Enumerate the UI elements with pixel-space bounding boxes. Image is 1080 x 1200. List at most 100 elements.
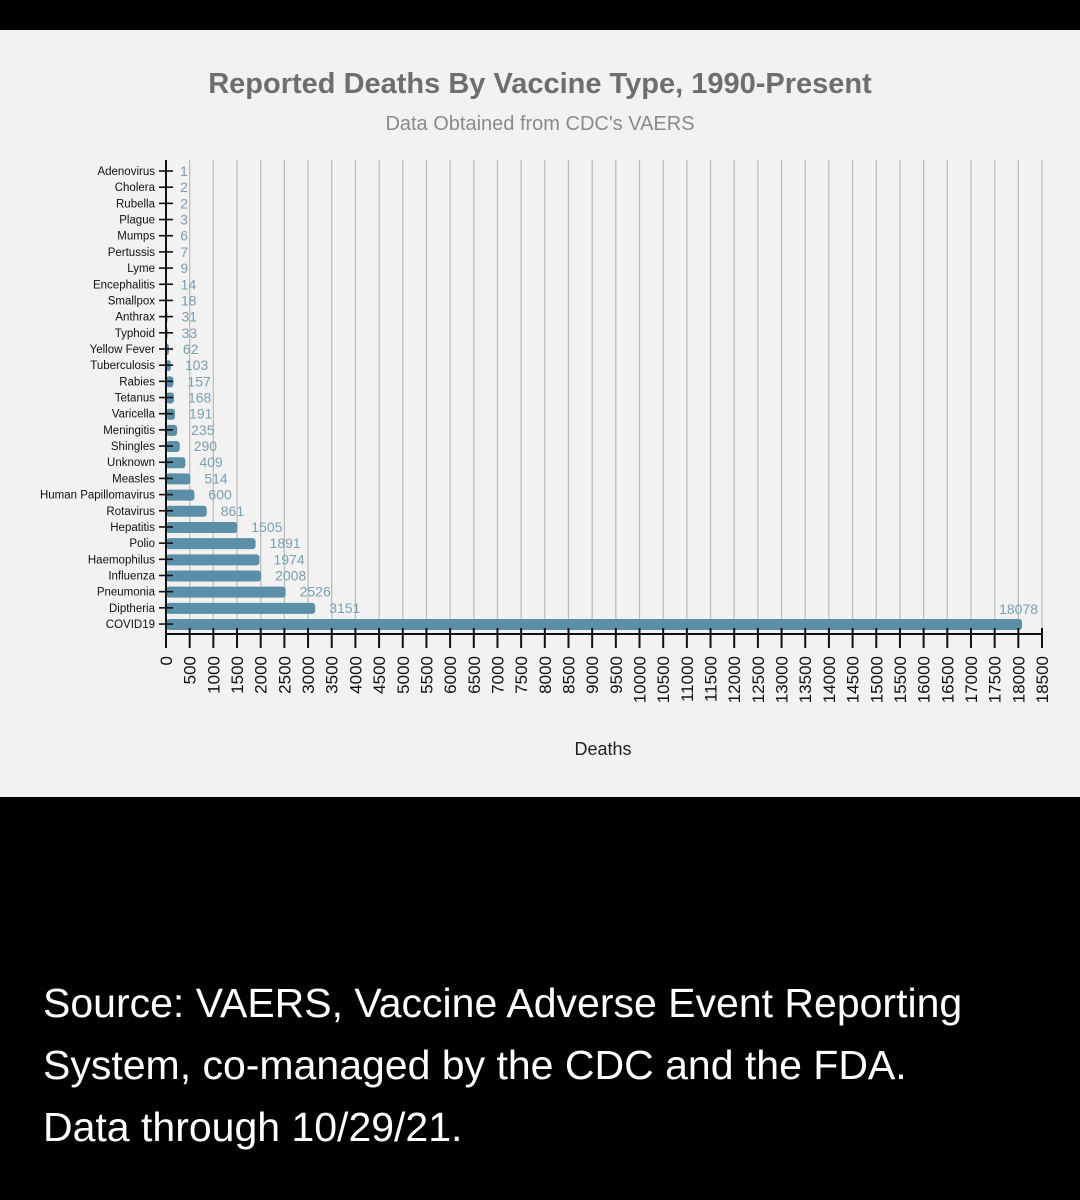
x-tick-label: 4500 xyxy=(370,656,389,694)
value-label: 33 xyxy=(182,325,198,341)
value-label: 18078 xyxy=(999,601,1038,617)
x-tick-label: 11500 xyxy=(702,656,721,702)
value-label: 191 xyxy=(189,406,213,422)
category-label: Pertussis xyxy=(108,247,156,259)
x-tick-label: 16500 xyxy=(938,656,957,703)
category-label: Encephalitis xyxy=(93,279,155,291)
x-tick-label: 9500 xyxy=(607,656,626,694)
value-label: 2526 xyxy=(300,584,331,600)
value-label: 1891 xyxy=(270,535,301,551)
category-label: Diptheria xyxy=(109,603,156,615)
x-tick-label: 12000 xyxy=(725,656,744,703)
bar xyxy=(166,489,195,501)
x-tick-label: 17000 xyxy=(962,656,981,703)
x-tick-label: 6000 xyxy=(441,656,460,694)
category-label: Polio xyxy=(129,538,155,550)
category-label: Unknown xyxy=(107,457,155,469)
caption-line: Data through 10/29/21. xyxy=(43,1104,463,1150)
x-tick-label: 4000 xyxy=(346,656,365,694)
category-label: Mumps xyxy=(117,231,155,243)
category-label: Rubella xyxy=(116,198,156,210)
value-label: 18 xyxy=(181,292,197,308)
value-label: 14 xyxy=(181,276,197,292)
source-caption: Source: VAERS, Vaccine Adverse Event Rep… xyxy=(43,972,1080,1158)
value-label: 1505 xyxy=(251,519,282,535)
x-tick-label: 500 xyxy=(181,656,200,684)
category-label: Pneumonia xyxy=(97,587,156,599)
x-tick-label: 12500 xyxy=(749,656,768,703)
x-tick-label: 14500 xyxy=(844,656,863,703)
x-tick-label: 18500 xyxy=(1033,656,1052,703)
category-label: Anthrax xyxy=(115,312,155,324)
bar xyxy=(166,473,191,485)
value-label: 600 xyxy=(208,487,232,503)
x-tick-label: 8500 xyxy=(559,656,578,694)
value-label: 31 xyxy=(181,309,197,325)
x-tick-label: 17500 xyxy=(986,656,1005,703)
value-label: 409 xyxy=(199,454,223,470)
value-label: 235 xyxy=(191,422,215,438)
x-tick-label: 15000 xyxy=(867,656,886,703)
category-label: Measles xyxy=(112,473,155,485)
x-tick-label: 2500 xyxy=(275,656,294,694)
category-label: Yellow Fever xyxy=(90,344,156,356)
category-label: Influenza xyxy=(108,571,155,583)
x-axis-label: Deaths xyxy=(574,739,631,759)
bar xyxy=(166,457,186,469)
chart-panel: Reported Deaths By Vaccine Type, 1990-Pr… xyxy=(0,30,1080,797)
value-label: 514 xyxy=(204,470,228,486)
category-label: Shingles xyxy=(111,441,155,453)
category-label: Meningitis xyxy=(103,425,155,437)
value-label: 3 xyxy=(180,212,188,228)
x-tick-label: 7000 xyxy=(488,656,507,694)
x-tick-label: 15500 xyxy=(891,656,910,703)
x-tick-label: 8000 xyxy=(536,656,555,694)
category-label: Human Papillomavirus xyxy=(40,490,155,502)
value-label: 2 xyxy=(180,179,188,195)
category-label: Rotavirus xyxy=(106,506,155,518)
category-label: Haemophilus xyxy=(88,554,155,566)
x-tick-label: 1000 xyxy=(204,656,223,694)
x-tick-label: 6500 xyxy=(465,656,484,694)
bar xyxy=(166,570,262,582)
bar xyxy=(166,554,260,566)
x-tick-label: 14000 xyxy=(820,656,839,703)
x-tick-label: 10500 xyxy=(654,656,673,703)
chart-title: Reported Deaths By Vaccine Type, 1990-Pr… xyxy=(208,68,872,100)
x-tick-label: 5500 xyxy=(417,656,436,694)
category-label: Typhoid xyxy=(115,328,155,340)
value-label: 861 xyxy=(221,503,245,519)
bar xyxy=(166,538,256,550)
value-label: 1974 xyxy=(273,551,304,567)
x-tick-label: 7500 xyxy=(512,656,531,694)
value-label: 62 xyxy=(183,341,199,357)
category-label: Tetanus xyxy=(115,393,156,405)
category-label: Plague xyxy=(119,215,155,227)
x-tick-label: 2000 xyxy=(252,656,271,694)
value-label: 9 xyxy=(180,260,188,276)
value-label: 103 xyxy=(185,357,209,373)
x-tick-label: 13000 xyxy=(773,656,792,703)
chart-subtitle: Data Obtained from CDC's VAERS xyxy=(385,113,694,135)
bar xyxy=(166,619,1023,631)
bar xyxy=(166,602,316,614)
value-label: 2 xyxy=(180,195,188,211)
x-tick-label: 0 xyxy=(157,656,176,665)
value-label: 157 xyxy=(187,373,211,389)
x-tick-label: 18000 xyxy=(1009,656,1028,703)
x-tick-label: 13500 xyxy=(796,656,815,703)
bar-chart: Reported Deaths By Vaccine Type, 1990-Pr… xyxy=(40,68,1052,759)
category-label: Adenovirus xyxy=(97,166,155,178)
category-label: COVID19 xyxy=(106,619,155,631)
x-tick-label: 10000 xyxy=(631,656,650,703)
x-tick-label: 3000 xyxy=(299,656,318,694)
value-label: 7 xyxy=(180,244,188,260)
value-label: 290 xyxy=(194,438,218,454)
category-label: Tuberculosis xyxy=(90,360,155,372)
x-tick-label: 16000 xyxy=(915,656,934,703)
category-label: Rabies xyxy=(119,376,155,388)
bar xyxy=(166,586,286,598)
value-label: 168 xyxy=(188,390,212,406)
category-label: Lyme xyxy=(127,263,155,275)
category-label: Smallpox xyxy=(108,295,156,307)
